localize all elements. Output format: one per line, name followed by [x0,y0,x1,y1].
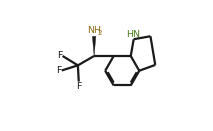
Text: 2: 2 [98,30,102,36]
Polygon shape [92,36,96,56]
Text: F: F [76,82,81,91]
Text: F: F [57,51,62,61]
Text: F: F [56,66,61,75]
Text: NH: NH [87,26,101,35]
Text: HN: HN [126,30,140,39]
